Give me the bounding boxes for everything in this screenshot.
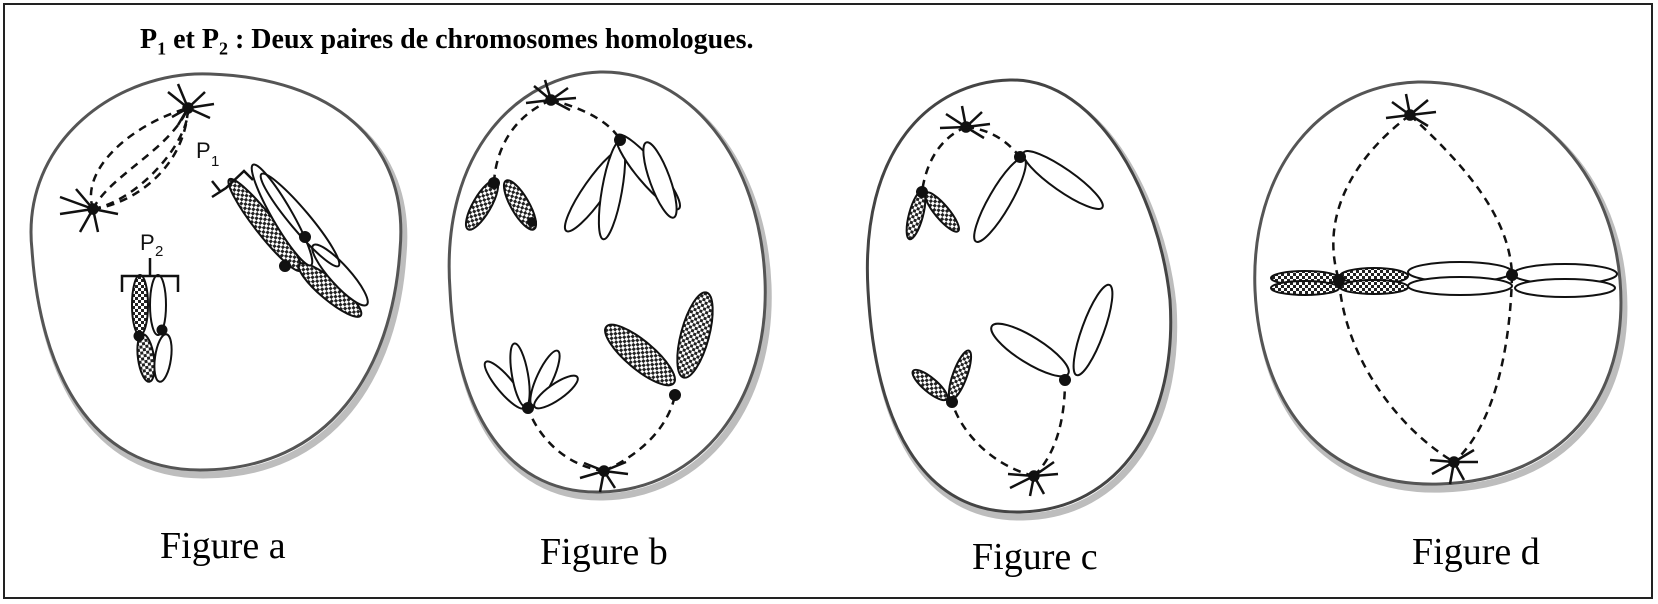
bracket-p2 bbox=[120, 258, 180, 292]
cell-b-membrane bbox=[447, 70, 767, 494]
cell-b bbox=[447, 70, 772, 501]
spindle-a bbox=[89, 106, 190, 211]
heading-p2-letter: P bbox=[201, 24, 219, 55]
caption-figure-b: Figure b bbox=[540, 531, 668, 573]
chromatids-c-lower-right bbox=[990, 283, 1114, 386]
chromatids-b-upper-right bbox=[563, 133, 681, 241]
aster-c-top bbox=[939, 105, 991, 140]
chromatids-c-upper-right bbox=[973, 150, 1104, 243]
chromosomes-d-dotted bbox=[1270, 267, 1409, 296]
heading-connector: et bbox=[166, 24, 202, 55]
label-p1: P bbox=[196, 138, 211, 163]
chromatids-b-lower-right bbox=[604, 291, 714, 401]
legend-heading: P1 et P2 : Deux paires de chromosomes ho… bbox=[140, 24, 754, 60]
chromosomes-d-white bbox=[1407, 261, 1618, 298]
bracket-p1 bbox=[211, 169, 254, 199]
aster-d-bottom bbox=[1429, 448, 1478, 485]
label-p2-sub: 2 bbox=[155, 243, 163, 260]
chromatids-b-lower-left bbox=[483, 342, 579, 414]
cell-a: P 1 P 2 bbox=[29, 72, 408, 479]
cell-c-membrane bbox=[865, 78, 1173, 514]
heading-p1-sub: 1 bbox=[157, 38, 167, 59]
chromatids-b-upper-left bbox=[464, 177, 538, 231]
heading-rest: : Deux paires de chromosomes homologues. bbox=[227, 24, 754, 55]
label-p2: P bbox=[140, 230, 155, 255]
caption-figure-d: Figure d bbox=[1412, 531, 1540, 573]
chromatids-c-lower-left bbox=[911, 349, 973, 408]
chromosome-pair-p1 bbox=[227, 163, 369, 318]
cell-a-membrane bbox=[29, 72, 403, 472]
figure-frame bbox=[3, 3, 1653, 599]
cell-d bbox=[1253, 80, 1628, 493]
chromosome-pair-p2 bbox=[131, 274, 173, 383]
label-p1-sub: 1 bbox=[211, 153, 219, 170]
caption-figure-c: Figure c bbox=[972, 536, 1098, 578]
cell-c bbox=[865, 78, 1178, 521]
heading-p1-letter: P bbox=[140, 24, 158, 55]
spindle-d bbox=[1332, 114, 1514, 464]
caption-figure-a: Figure a bbox=[160, 525, 286, 567]
heading-p2-sub: 2 bbox=[218, 38, 228, 59]
chromatids-c-upper-left bbox=[905, 186, 960, 241]
aster-b-top bbox=[525, 79, 577, 112]
